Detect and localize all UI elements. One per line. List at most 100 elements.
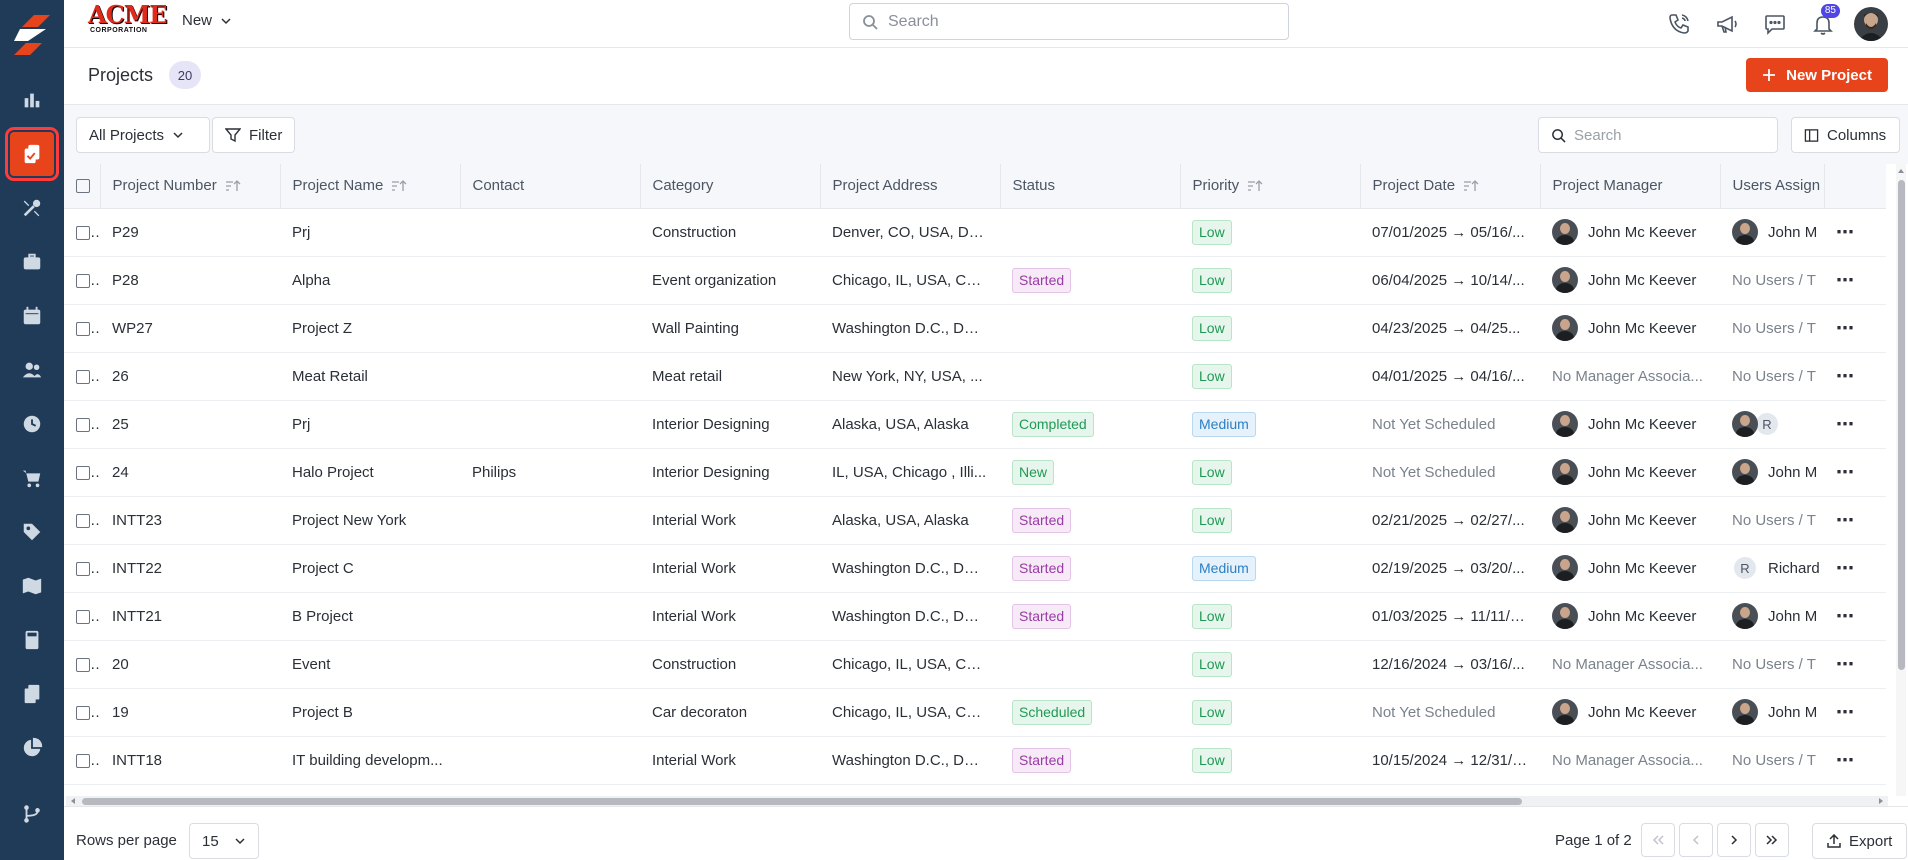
sidebar-item-tools[interactable]: [10, 186, 54, 230]
row-checkbox[interactable]: [76, 609, 90, 624]
row-checkbox[interactable]: [76, 465, 90, 480]
previous-page-button[interactable]: [1679, 823, 1713, 857]
more-options-icon[interactable]: ⋯: [1836, 461, 1855, 482]
more-options-icon[interactable]: ⋯: [1836, 317, 1855, 338]
row-checkbox[interactable]: [76, 369, 90, 384]
more-options-icon[interactable]: ⋯: [1836, 221, 1855, 242]
vertical-scrollbar[interactable]: [1896, 164, 1906, 796]
global-search-input[interactable]: [888, 12, 1268, 31]
user-avatar[interactable]: [1854, 7, 1888, 41]
row-checkbox[interactable]: [76, 657, 90, 672]
table-row[interactable]: 20 Event Construction Chicago, IL, USA, Chi…: [64, 640, 1886, 689]
col-category[interactable]: Category: [640, 164, 821, 209]
col-status[interactable]: Status: [1000, 164, 1181, 209]
sidebar-item-analytics[interactable]: [10, 726, 54, 770]
row-checkbox[interactable]: [76, 321, 90, 336]
project-name-cell[interactable]: Prj: [280, 400, 460, 449]
bell-icon[interactable]: 85: [1806, 4, 1840, 44]
row-checkbox[interactable]: [76, 273, 90, 288]
col-users-assigned[interactable]: Users Assign: [1720, 164, 1825, 209]
project-name-cell[interactable]: Project New York: [280, 496, 460, 545]
next-page-button[interactable]: [1717, 823, 1751, 857]
more-options-icon[interactable]: ⋯: [1836, 413, 1855, 434]
table-row[interactable]: INTT18 IT building developm... Interial Wo…: [64, 736, 1886, 785]
project-name-cell[interactable]: IT building developm...: [280, 736, 460, 785]
filter-button[interactable]: Filter: [212, 117, 296, 153]
more-options-icon[interactable]: ⋯: [1836, 269, 1855, 290]
horizontal-scroll-thumb[interactable]: [82, 798, 1522, 805]
table-search[interactable]: [1538, 117, 1778, 153]
export-button[interactable]: Export: [1812, 823, 1908, 859]
megaphone-icon[interactable]: [1710, 4, 1744, 44]
sidebar-item-map[interactable]: [10, 564, 54, 608]
sidebar-item-estimates[interactable]: [10, 618, 54, 662]
global-search[interactable]: [849, 3, 1289, 40]
project-name-cell[interactable]: Prj: [280, 208, 460, 257]
project-name-cell[interactable]: Alpha: [280, 256, 460, 305]
col-project-date[interactable]: Project Date: [1360, 164, 1541, 209]
select-all-checkbox[interactable]: [76, 179, 90, 194]
sidebar-item-workflows[interactable]: [10, 792, 54, 836]
col-contact[interactable]: Contact: [460, 164, 641, 209]
sidebar-item-jobs[interactable]: [10, 240, 54, 284]
more-options-icon[interactable]: ⋯: [1836, 365, 1855, 386]
scroll-up-icon[interactable]: [1897, 167, 1905, 175]
table-row[interactable]: P29 Prj Construction Denver, CO, USA, De...…: [64, 208, 1886, 257]
sort-icon[interactable]: [225, 180, 241, 192]
col-project-name[interactable]: Project Name: [280, 164, 461, 209]
table-row[interactable]: 25 Prj Interior Designing Alaska, USA, Alas…: [64, 400, 1886, 449]
project-name-cell[interactable]: Event: [280, 640, 460, 689]
sort-icon[interactable]: [1247, 180, 1263, 192]
row-checkbox[interactable]: [76, 513, 90, 528]
table-row[interactable]: INTT21 B Project Interial Work Washington D…: [64, 592, 1886, 641]
project-name-cell[interactable]: Project C: [280, 544, 460, 593]
columns-button[interactable]: Columns: [1791, 117, 1900, 153]
table-row[interactable]: 19 Project B Car decoraton Chicago, IL, USA…: [64, 688, 1886, 737]
row-checkbox[interactable]: [76, 417, 90, 432]
sidebar-item-documents[interactable]: [10, 672, 54, 716]
row-checkbox[interactable]: [76, 753, 90, 768]
horizontal-scrollbar[interactable]: [66, 796, 1888, 806]
app-logo-icon[interactable]: [6, 10, 58, 58]
row-checkbox[interactable]: [76, 561, 90, 576]
sidebar-item-calendar[interactable]: [10, 294, 54, 338]
sidebar-item-projects[interactable]: [5, 127, 59, 181]
table-row[interactable]: WP27 Project Z Wall Painting Washington D.C…: [64, 304, 1886, 353]
sidebar-item-pricing[interactable]: [10, 510, 54, 554]
project-name-cell[interactable]: Meat Retail: [280, 352, 460, 401]
first-page-button[interactable]: [1641, 823, 1675, 857]
table-row[interactable]: INTT23 Project New York Interial Work Alask…: [64, 496, 1886, 545]
more-options-icon[interactable]: ⋯: [1836, 653, 1855, 674]
more-options-icon[interactable]: ⋯: [1836, 509, 1855, 530]
col-project-manager[interactable]: Project Manager: [1540, 164, 1721, 209]
chat-icon[interactable]: [1758, 4, 1792, 44]
table-row[interactable]: 26 Meat Retail Meat retail New York, NY, US…: [64, 352, 1886, 401]
sidebar-item-orders[interactable]: [10, 456, 54, 500]
vertical-scroll-thumb[interactable]: [1898, 180, 1905, 670]
more-options-icon[interactable]: ⋯: [1836, 605, 1855, 626]
table-row[interactable]: P28 Alpha Event organization Chicago, IL, U…: [64, 256, 1886, 305]
table-search-input[interactable]: [1574, 126, 1764, 144]
sort-icon[interactable]: [391, 180, 407, 192]
sidebar-item-contacts[interactable]: [10, 348, 54, 392]
more-options-icon[interactable]: ⋯: [1836, 701, 1855, 722]
col-priority[interactable]: Priority: [1180, 164, 1361, 209]
phone-icon[interactable]: [1662, 4, 1696, 44]
rows-per-page-select[interactable]: 15: [189, 823, 259, 859]
sort-icon[interactable]: [1463, 180, 1479, 192]
more-options-icon[interactable]: ⋯: [1836, 749, 1855, 770]
view-select[interactable]: All Projects: [76, 117, 210, 153]
project-name-cell[interactable]: Project B: [280, 688, 460, 737]
project-name-cell[interactable]: Project Z: [280, 304, 460, 353]
project-name-cell[interactable]: Halo Project: [280, 448, 460, 497]
more-options-icon[interactable]: ⋯: [1836, 557, 1855, 578]
row-checkbox[interactable]: [76, 225, 90, 240]
new-menu[interactable]: New: [182, 12, 232, 29]
row-checkbox[interactable]: [76, 705, 90, 720]
table-row[interactable]: 24 Halo Project Philips Interior Designing I…: [64, 448, 1886, 497]
col-project-address[interactable]: Project Address: [820, 164, 1001, 209]
scroll-left-icon[interactable]: [69, 797, 77, 805]
brand-logo[interactable]: ACME CORPORATION: [88, 3, 168, 35]
sidebar-item-time[interactable]: [10, 402, 54, 446]
scroll-right-icon[interactable]: [1877, 797, 1885, 805]
